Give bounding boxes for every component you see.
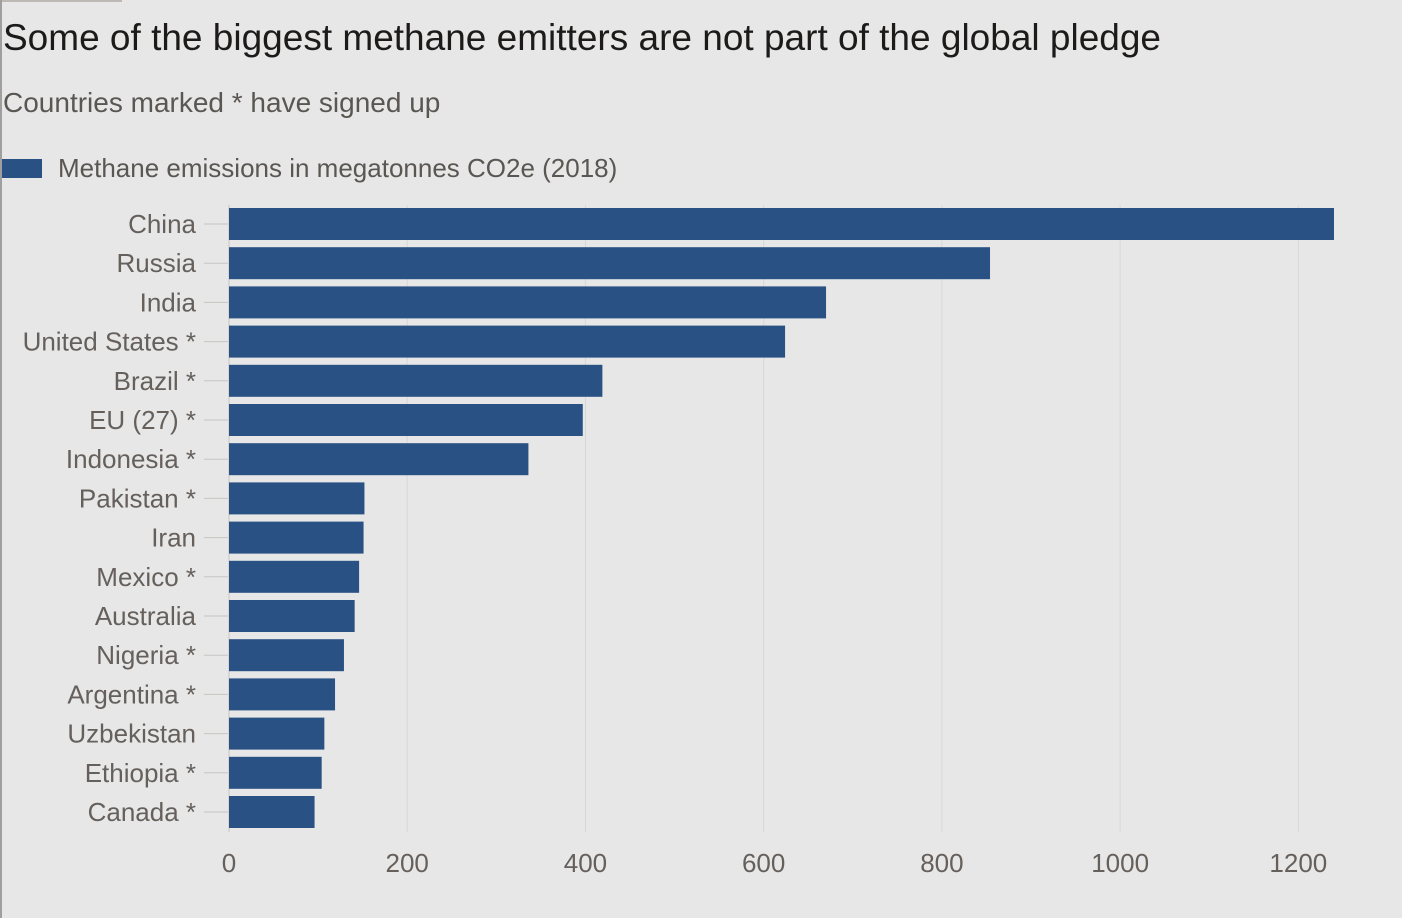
category-label: Nigeria *: [96, 640, 196, 670]
bar: [229, 756, 322, 789]
bar: [229, 600, 355, 632]
category-label: Uzbekistan: [67, 719, 196, 749]
top-rule: [0, 0, 122, 2]
category-labels: China Russia India United States * Brazil * E…: [23, 209, 197, 827]
bars: [229, 208, 1334, 828]
category-label: United States *: [23, 327, 196, 357]
bar: [229, 286, 827, 319]
category-label: Canada *: [88, 797, 196, 827]
chart-subtitle: Countries marked * have signed up: [3, 87, 441, 118]
legend-label: Methane emissions in megatonnes CO2e (20…: [58, 152, 618, 183]
x-tick-label: 200: [386, 848, 429, 878]
category-label: Mexico *: [96, 562, 196, 592]
legend: Methane emissions in megatonnes CO2e (20…: [2, 151, 617, 185]
chart-title: Some of the biggest methane emitters are…: [3, 17, 1162, 58]
category-label: Pakistan *: [79, 483, 196, 513]
bar: [229, 560, 360, 593]
category-ticks: [204, 223, 228, 813]
left-edge: [0, 0, 2, 918]
x-tick-label: 0: [222, 848, 236, 878]
x-tick-label: 600: [742, 848, 785, 878]
category-label: Ethiopia *: [85, 758, 196, 788]
category-label: Iran: [151, 523, 196, 553]
category-label: EU (27) *: [89, 405, 196, 435]
bar: [229, 443, 529, 476]
x-tick-label: 800: [920, 848, 963, 878]
bar: [229, 639, 344, 672]
bar: [229, 482, 365, 515]
category-label: Russia: [117, 248, 197, 278]
x-tick-label: 1000: [1091, 848, 1149, 878]
category-label: Indonesia *: [66, 444, 196, 474]
category-label: India: [140, 287, 197, 317]
bar: [229, 717, 325, 750]
category-label: China: [128, 209, 196, 239]
legend-swatch: [2, 158, 42, 178]
bar: [229, 247, 991, 280]
category-label: Argentina *: [67, 679, 196, 709]
category-label: Brazil *: [114, 366, 196, 396]
x-tick-label: 1200: [1269, 848, 1327, 878]
bar: [229, 521, 364, 554]
bar: [229, 678, 336, 711]
x-axis-tick-labels: 0 200 400 600 800 1000 1200: [222, 848, 1328, 878]
bar: [229, 404, 583, 436]
bar: [229, 796, 315, 828]
bar: [229, 364, 603, 397]
x-tick-label: 400: [564, 848, 607, 878]
bar: [229, 325, 786, 358]
category-label: Australia: [95, 601, 197, 631]
bar: [229, 208, 1334, 240]
